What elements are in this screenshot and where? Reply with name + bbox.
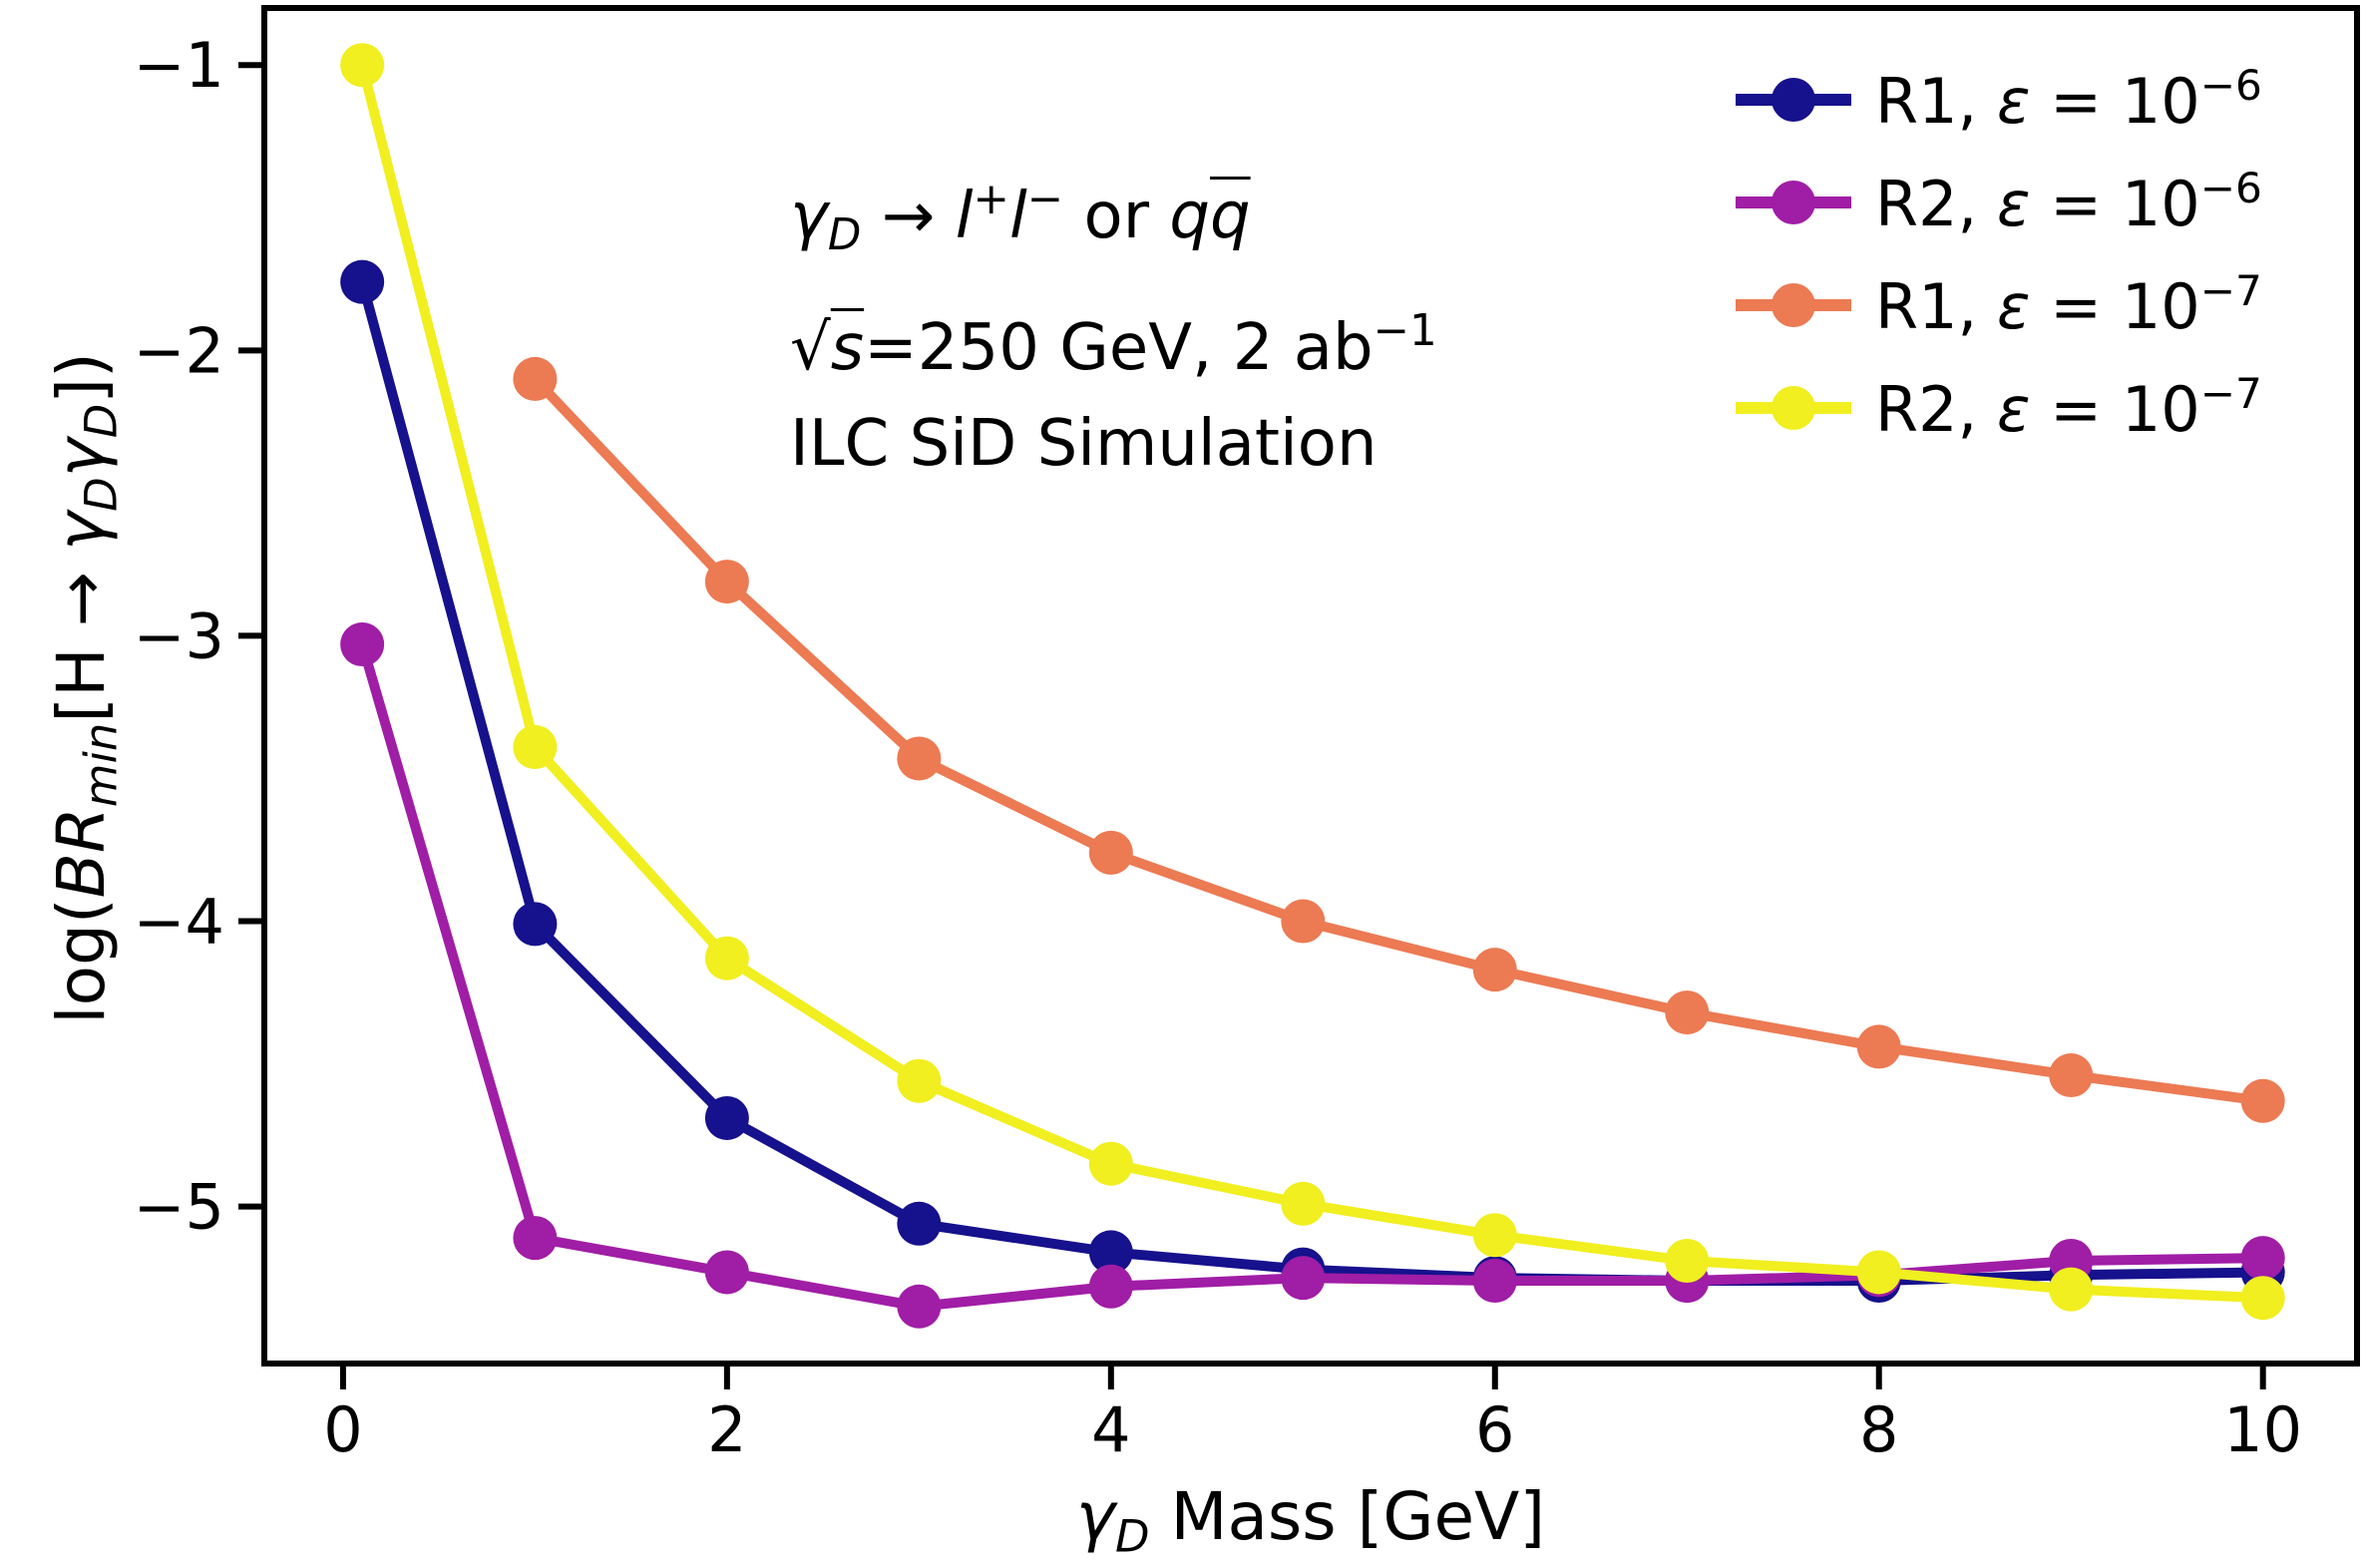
data-point-marker: [513, 1216, 558, 1261]
data-point-marker: [1472, 948, 1517, 992]
data-point-marker: [704, 1095, 749, 1140]
y-tick-label: −5: [134, 1171, 224, 1244]
series-3-line: [513, 356, 2285, 1123]
x-axis-label: γD Mass [GeV]: [1075, 1478, 1546, 1563]
y-tick-label: −1: [134, 29, 224, 102]
data-point-marker: [1472, 1213, 1517, 1258]
x-tick-label: 6: [1475, 1393, 1514, 1466]
y-tick-label: −3: [134, 599, 224, 672]
data-point-marker: [2049, 1267, 2094, 1312]
data-point-marker: [1856, 1024, 1901, 1069]
legend-label: R2, ε = 10−6: [1875, 163, 2262, 241]
data-point-marker: [897, 736, 942, 781]
data-point-marker: [897, 1058, 942, 1103]
y-axis-label: log(BRmin[H → γDγD]): [43, 352, 128, 1024]
series-path: [531, 375, 2264, 1106]
legend-item-r1-eps-1e-7: R1, ε = 10−7: [1736, 253, 2262, 356]
data-point-marker: [1281, 1256, 1326, 1301]
x-tick-label: 0: [323, 1393, 362, 1466]
data-point-marker: [1088, 1141, 1133, 1186]
data-point-marker: [1281, 1181, 1326, 1226]
legend-marker-icon: [1736, 282, 1851, 328]
data-point-marker: [1088, 1230, 1133, 1275]
data-point-marker: [513, 725, 558, 770]
legend-label: R1, ε = 10−6: [1875, 60, 2262, 139]
data-point-marker: [897, 1201, 942, 1246]
x-tick-label: 4: [1091, 1393, 1130, 1466]
data-point-marker: [1472, 1259, 1517, 1304]
y-axis-ticks: −1 −2 −3 −4 −5: [134, 29, 264, 1244]
data-point-marker: [1665, 990, 1710, 1035]
x-tick-label: 10: [2223, 1393, 2302, 1466]
annotation-line-3: ILC SiD Simulation: [790, 407, 1378, 482]
data-point-marker: [340, 259, 385, 304]
annotation-line-2: √s=250 GeV, 2 ab−1: [790, 306, 1437, 386]
legend-label: R2, ε = 10−7: [1875, 368, 2262, 447]
data-point-marker: [2240, 1236, 2285, 1281]
data-point-marker: [340, 43, 385, 88]
data-point-marker: [2240, 1276, 2285, 1321]
data-point-marker: [340, 622, 385, 667]
data-point-marker: [1088, 830, 1133, 875]
data-point-marker: [1281, 899, 1326, 944]
x-axis-ticks: 0 2 4 6 8 10: [323, 1364, 2302, 1466]
data-point-marker: [704, 560, 749, 604]
plot-frame: [261, 5, 2360, 1367]
legend-item-r1-eps-1e-6: R1, ε = 10−6: [1736, 48, 2262, 151]
data-point-marker: [704, 1250, 749, 1295]
y-tick-label: −4: [134, 886, 224, 959]
x-tick-label: 8: [1859, 1393, 1898, 1466]
annotation-line-1: γD → l+l− or qq: [790, 175, 1251, 261]
legend-item-r2-eps-1e-7: R2, ε = 10−7: [1736, 356, 2262, 459]
y-tick-label: −2: [134, 314, 224, 387]
data-point-marker: [1856, 1250, 1901, 1295]
x-tick-label: 2: [707, 1393, 746, 1466]
data-point-marker: [2240, 1078, 2285, 1123]
data-point-marker: [1665, 1239, 1710, 1284]
legend-marker-icon: [1736, 77, 1851, 123]
legend-marker-icon: [1736, 180, 1851, 225]
data-point-marker: [2049, 1053, 2094, 1098]
legend-marker-icon: [1736, 385, 1851, 431]
data-point-marker: [704, 936, 749, 980]
data-point-marker: [897, 1284, 942, 1329]
annotation: γD → l+l− or qq √s=250 GeV, 2 ab−1 ILC S…: [790, 152, 1437, 492]
data-point-marker: [513, 356, 558, 401]
data-point-marker: [1088, 1264, 1133, 1309]
series-4-line: [340, 43, 2285, 1321]
data-point-marker: [513, 902, 558, 947]
legend: R1, ε = 10−6 R2, ε = 10−6 R1, ε = 10−7 R…: [1736, 48, 2262, 459]
legend-label: R1, ε = 10−7: [1875, 265, 2262, 344]
legend-item-r2-eps-1e-6: R2, ε = 10−6: [1736, 151, 2262, 253]
